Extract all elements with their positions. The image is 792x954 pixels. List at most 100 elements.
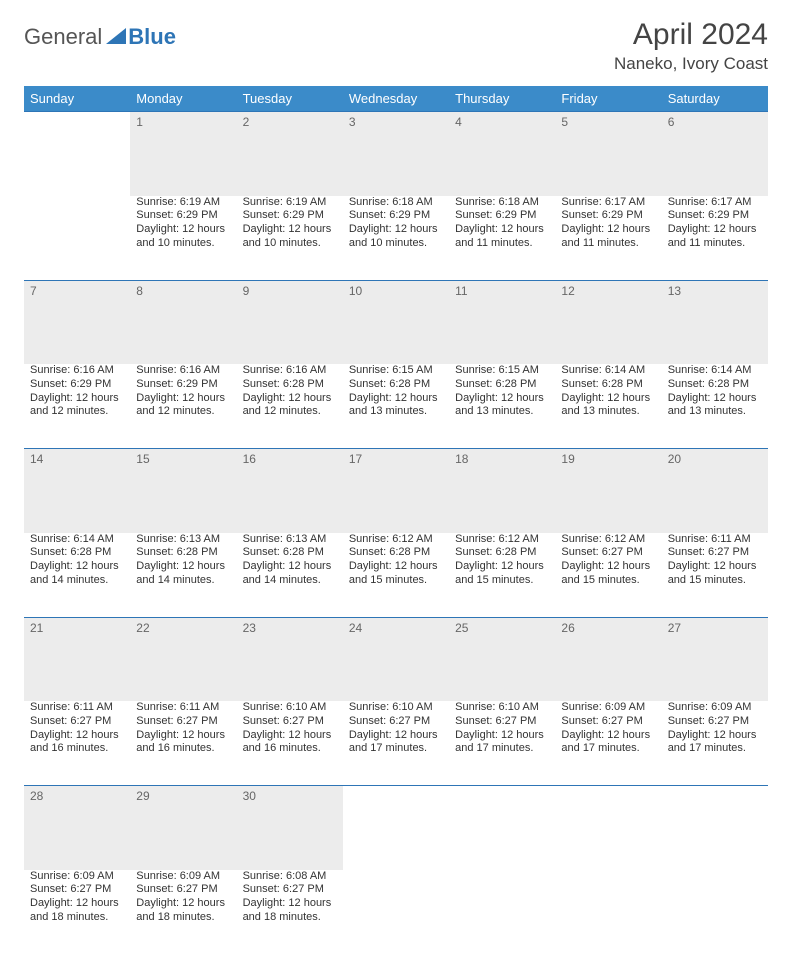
daylight-line1: Daylight: 12 hours bbox=[30, 392, 124, 406]
sunset-text: Sunset: 6:28 PM bbox=[30, 546, 124, 560]
day-info-cell: Sunrise: 6:08 AMSunset: 6:27 PMDaylight:… bbox=[237, 870, 343, 954]
weekday-header: Saturday bbox=[662, 86, 768, 111]
daylight-line2: and 18 minutes. bbox=[30, 911, 124, 925]
sunset-text: Sunset: 6:27 PM bbox=[668, 715, 762, 729]
sunset-text: Sunset: 6:29 PM bbox=[136, 209, 230, 223]
daylight-line2: and 13 minutes. bbox=[349, 405, 443, 419]
sunset-text: Sunset: 6:27 PM bbox=[243, 715, 337, 729]
day-info-cell: Sunrise: 6:09 AMSunset: 6:27 PMDaylight:… bbox=[130, 870, 236, 954]
daylight-line1: Daylight: 12 hours bbox=[136, 560, 230, 574]
sunrise-text: Sunrise: 6:09 AM bbox=[30, 870, 124, 884]
daylight-line2: and 12 minutes. bbox=[136, 405, 230, 419]
daylight-line2: and 15 minutes. bbox=[455, 574, 549, 588]
sunrise-text: Sunrise: 6:18 AM bbox=[349, 196, 443, 210]
daylight-line1: Daylight: 12 hours bbox=[668, 560, 762, 574]
day-number-cell: 22 bbox=[130, 617, 236, 701]
daylight-line2: and 17 minutes. bbox=[455, 742, 549, 756]
daylight-line1: Daylight: 12 hours bbox=[349, 223, 443, 237]
sunrise-text: Sunrise: 6:16 AM bbox=[243, 364, 337, 378]
daylight-line1: Daylight: 12 hours bbox=[455, 729, 549, 743]
sunrise-text: Sunrise: 6:11 AM bbox=[136, 701, 230, 715]
sunrise-text: Sunrise: 6:18 AM bbox=[455, 196, 549, 210]
sunrise-text: Sunrise: 6:14 AM bbox=[30, 533, 124, 547]
day-info-cell: Sunrise: 6:18 AMSunset: 6:29 PMDaylight:… bbox=[449, 196, 555, 280]
daylight-line1: Daylight: 12 hours bbox=[349, 560, 443, 574]
daylight-line2: and 16 minutes. bbox=[243, 742, 337, 756]
day-number-cell: 24 bbox=[343, 617, 449, 701]
day-number-cell: 7 bbox=[24, 280, 130, 364]
day-info-cell: Sunrise: 6:17 AMSunset: 6:29 PMDaylight:… bbox=[662, 196, 768, 280]
sunrise-text: Sunrise: 6:16 AM bbox=[30, 364, 124, 378]
daylight-line1: Daylight: 12 hours bbox=[455, 560, 549, 574]
day-number-cell bbox=[555, 786, 661, 870]
day-number-cell: 14 bbox=[24, 449, 130, 533]
logo-word1: General bbox=[24, 24, 102, 50]
day-info-cell: Sunrise: 6:11 AMSunset: 6:27 PMDaylight:… bbox=[24, 701, 130, 785]
daylight-line1: Daylight: 12 hours bbox=[136, 897, 230, 911]
day-info-cell: Sunrise: 6:09 AMSunset: 6:27 PMDaylight:… bbox=[555, 701, 661, 785]
weekday-header: Tuesday bbox=[237, 86, 343, 111]
logo-word2: Blue bbox=[128, 24, 176, 50]
daylight-line2: and 14 minutes. bbox=[30, 574, 124, 588]
sunrise-text: Sunrise: 6:10 AM bbox=[243, 701, 337, 715]
daylight-line1: Daylight: 12 hours bbox=[349, 392, 443, 406]
daylight-line2: and 11 minutes. bbox=[455, 237, 549, 251]
day-info-cell: Sunrise: 6:19 AMSunset: 6:29 PMDaylight:… bbox=[237, 196, 343, 280]
sunrise-text: Sunrise: 6:12 AM bbox=[349, 533, 443, 547]
day-number-cell: 1 bbox=[130, 112, 236, 196]
sunset-text: Sunset: 6:27 PM bbox=[561, 546, 655, 560]
day-number-cell: 20 bbox=[662, 449, 768, 533]
day-number-cell: 8 bbox=[130, 280, 236, 364]
sunset-text: Sunset: 6:29 PM bbox=[243, 209, 337, 223]
sunrise-text: Sunrise: 6:10 AM bbox=[349, 701, 443, 715]
daylight-line1: Daylight: 12 hours bbox=[30, 729, 124, 743]
day-info-cell bbox=[343, 870, 449, 954]
daylight-line1: Daylight: 12 hours bbox=[668, 392, 762, 406]
day-number-cell: 4 bbox=[449, 112, 555, 196]
day-number-cell bbox=[449, 786, 555, 870]
daylight-line2: and 14 minutes. bbox=[136, 574, 230, 588]
day-number-cell: 29 bbox=[130, 786, 236, 870]
day-info-cell: Sunrise: 6:18 AMSunset: 6:29 PMDaylight:… bbox=[343, 196, 449, 280]
sunrise-text: Sunrise: 6:14 AM bbox=[668, 364, 762, 378]
sunset-text: Sunset: 6:28 PM bbox=[455, 546, 549, 560]
day-number-cell: 5 bbox=[555, 112, 661, 196]
daylight-line2: and 11 minutes. bbox=[668, 237, 762, 251]
day-info-cell: Sunrise: 6:12 AMSunset: 6:27 PMDaylight:… bbox=[555, 533, 661, 617]
weekday-header: Sunday bbox=[24, 86, 130, 111]
daylight-line2: and 16 minutes. bbox=[30, 742, 124, 756]
sunrise-text: Sunrise: 6:09 AM bbox=[668, 701, 762, 715]
day-info-cell: Sunrise: 6:16 AMSunset: 6:28 PMDaylight:… bbox=[237, 364, 343, 448]
sunrise-text: Sunrise: 6:09 AM bbox=[561, 701, 655, 715]
logo: General Blue bbox=[24, 24, 176, 50]
daylight-line2: and 14 minutes. bbox=[243, 574, 337, 588]
day-number-cell: 3 bbox=[343, 112, 449, 196]
day-number-cell: 12 bbox=[555, 280, 661, 364]
daylight-line2: and 16 minutes. bbox=[136, 742, 230, 756]
day-info-cell: Sunrise: 6:14 AMSunset: 6:28 PMDaylight:… bbox=[662, 364, 768, 448]
location-subtitle: Naneko, Ivory Coast bbox=[614, 54, 768, 74]
day-number-cell bbox=[662, 786, 768, 870]
daylight-line1: Daylight: 12 hours bbox=[561, 560, 655, 574]
day-info-cell: Sunrise: 6:16 AMSunset: 6:29 PMDaylight:… bbox=[24, 364, 130, 448]
sunset-text: Sunset: 6:28 PM bbox=[349, 378, 443, 392]
sunrise-text: Sunrise: 6:12 AM bbox=[561, 533, 655, 547]
daylight-line1: Daylight: 12 hours bbox=[136, 392, 230, 406]
day-number-cell: 2 bbox=[237, 112, 343, 196]
sunset-text: Sunset: 6:28 PM bbox=[668, 378, 762, 392]
sunset-text: Sunset: 6:27 PM bbox=[136, 715, 230, 729]
day-info-cell: Sunrise: 6:10 AMSunset: 6:27 PMDaylight:… bbox=[343, 701, 449, 785]
day-number-cell: 19 bbox=[555, 449, 661, 533]
daylight-line2: and 17 minutes. bbox=[349, 742, 443, 756]
day-info-cell: Sunrise: 6:10 AMSunset: 6:27 PMDaylight:… bbox=[237, 701, 343, 785]
sunset-text: Sunset: 6:27 PM bbox=[455, 715, 549, 729]
day-number-cell: 21 bbox=[24, 617, 130, 701]
daylight-line2: and 17 minutes. bbox=[561, 742, 655, 756]
day-info-cell: Sunrise: 6:15 AMSunset: 6:28 PMDaylight:… bbox=[449, 364, 555, 448]
daylight-line2: and 15 minutes. bbox=[349, 574, 443, 588]
daylight-line1: Daylight: 12 hours bbox=[455, 223, 549, 237]
daylight-line1: Daylight: 12 hours bbox=[243, 897, 337, 911]
daylight-line1: Daylight: 12 hours bbox=[30, 560, 124, 574]
day-info-cell: Sunrise: 6:11 AMSunset: 6:27 PMDaylight:… bbox=[662, 533, 768, 617]
daylight-line1: Daylight: 12 hours bbox=[243, 392, 337, 406]
